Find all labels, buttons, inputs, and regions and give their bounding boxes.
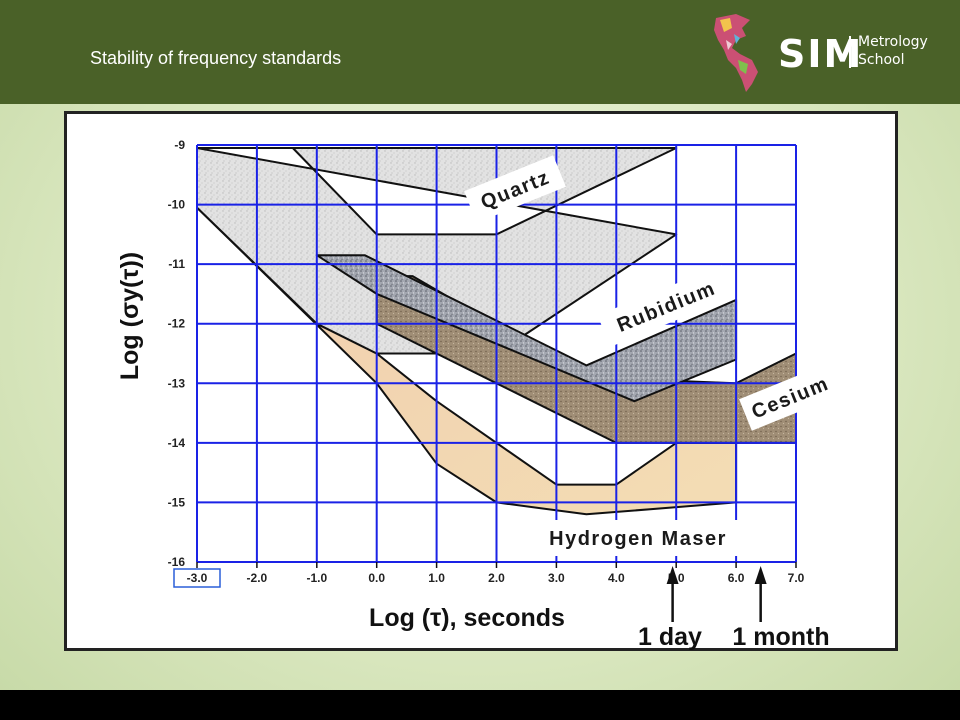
y-tick-label: -13: [168, 376, 186, 390]
x-tick-label: 2.0: [488, 571, 505, 585]
annotation-arrowhead: [666, 566, 679, 584]
x-tick-highlight-box: [173, 568, 221, 588]
slide-header: Stability of frequency standards SIM Met…: [0, 0, 960, 104]
annotation-text: 1 day: [638, 623, 702, 651]
y-axis-label: Log (σy(τ)): [116, 252, 144, 380]
y-tick-label: -9: [174, 138, 185, 152]
annotation-arrowhead: [754, 566, 767, 584]
series-label-box: [739, 363, 841, 431]
x-tick-label: -2.0: [247, 571, 268, 585]
x-tick-label: -3.0: [187, 571, 208, 585]
sim-logo: SIM Metrology School: [706, 10, 946, 96]
x-tick-label: 1.0: [428, 571, 445, 585]
series-label-hydrogen-maser: Hydrogen Maser: [522, 520, 754, 556]
logo-text: SIM: [778, 32, 864, 76]
slide-footer: [0, 690, 960, 720]
series-label-text: Hydrogen Maser: [549, 528, 727, 550]
x-tick-label: 3.0: [548, 571, 565, 585]
y-tick-label: -15: [168, 495, 186, 509]
logo-subtitle-2: School: [858, 52, 905, 68]
y-tick-label: -16: [168, 555, 186, 569]
americas-map-icon: [714, 14, 758, 92]
slide-title: Stability of frequency standards: [90, 48, 342, 68]
x-tick-label: 0.0: [368, 571, 385, 585]
series-label-box: [597, 265, 735, 347]
x-tick-label: 7.0: [788, 571, 805, 585]
logo-subtitle-1: Metrology: [858, 34, 928, 50]
stability-chart: -3.0-2.0-1.00.01.02.03.04.05.06.07.0-9-1…: [116, 138, 841, 651]
y-tick-label: -12: [168, 317, 186, 331]
series-label-box: [464, 155, 566, 223]
x-tick-label: 6.0: [728, 571, 745, 585]
series-label-box: [522, 520, 754, 556]
y-tick-label: -10: [168, 198, 186, 212]
x-tick-label: -1.0: [306, 571, 327, 585]
y-tick-label: -14: [168, 436, 186, 450]
logo-separator: [849, 36, 851, 68]
x-axis-label: Log (τ), seconds: [369, 604, 565, 632]
y-tick-label: -11: [168, 257, 185, 271]
x-tick-label: 4.0: [608, 571, 625, 585]
annotation-text: 1 month: [732, 623, 829, 651]
